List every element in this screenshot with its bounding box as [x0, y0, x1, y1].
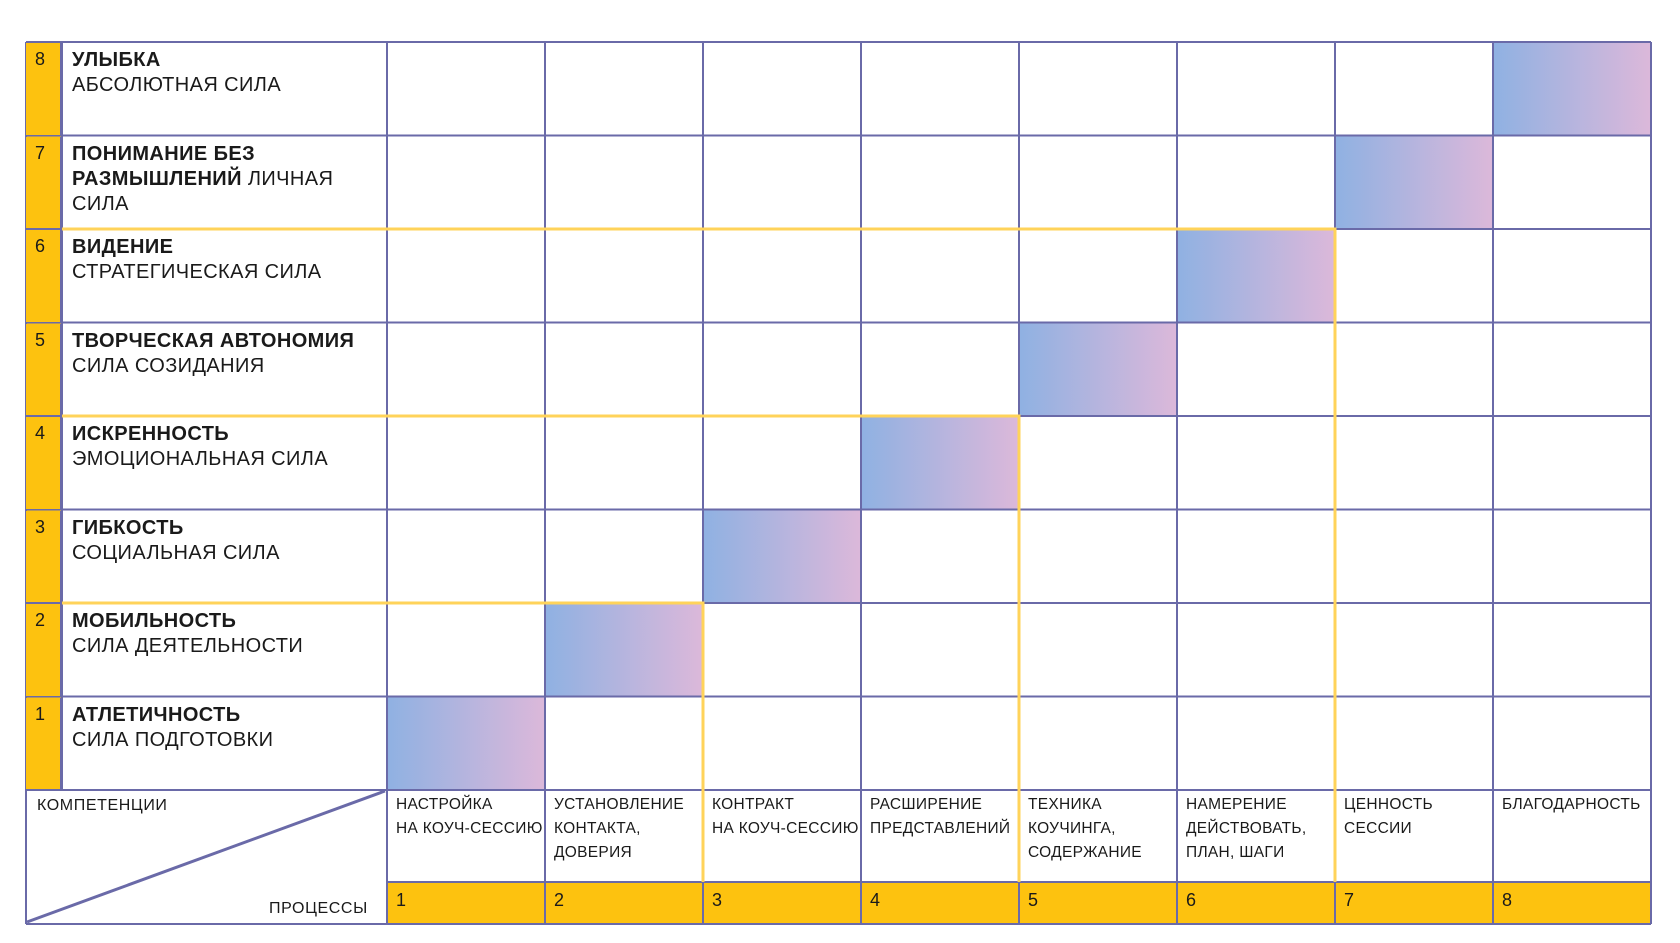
process-number: 5 [1028, 890, 1039, 910]
process-number: 2 [554, 890, 565, 910]
level-name: УЛЫБКА [72, 49, 161, 71]
process-label: БЛАГОДАРНОСТЬ [1502, 796, 1641, 813]
level-power: СИЛА СОЗИДАНИЯ [72, 354, 265, 377]
process-number: 8 [1502, 890, 1513, 910]
level-power: СИЛА ДЕЯТЕЛЬНОСТИ [72, 635, 304, 657]
process-number: 3 [712, 890, 723, 910]
process-label: НАСТРОЙКА НА КОУЧ-СЕССИЮ [396, 796, 543, 837]
process-label: ТЕХНИКА КОУЧИНГА, СОДЕРЖАНИЕ [1028, 796, 1142, 861]
level-power: АБСОЛЮТНАЯ СИЛА [72, 74, 282, 96]
level-name: ГИБКОСТЬ [72, 516, 184, 539]
level-name: ИСКРЕННОСТЬ [72, 423, 230, 445]
process-label: НАМЕРЕНИЕ ДЕЙСТВОВАТЬ, ПЛАН, ШАГИ [1186, 796, 1307, 861]
level-power: ЭМОЦИОНАЛЬНАЯ СИЛА [72, 448, 329, 470]
competencies-axis-label: КОМПЕТЕНЦИИ [37, 797, 168, 814]
highlighted-cells [387, 42, 1651, 790]
level-number: 2 [26, 604, 62, 696]
level-number: 6 [26, 230, 62, 322]
corner-diagonal-line [26, 789, 386, 924]
level-name: МОБИЛЬНОСТЬ [72, 610, 237, 632]
highlight-cell-2-2 [545, 603, 703, 697]
level-label: АТЛЕТИЧНОСТЬ СИЛА ПОДГОТОВКИ [62, 697, 380, 791]
level-name: ВИДЕНИЕ [72, 236, 174, 258]
level-power: СОЦИАЛЬНАЯ СИЛА [72, 541, 280, 564]
process-number: 7 [1344, 890, 1355, 910]
level-number: 5 [26, 323, 62, 415]
stage-outline-2 [62, 414, 1021, 882]
highlight-cell-8-8 [1493, 42, 1651, 136]
level-number: 4 [26, 417, 62, 509]
level-number: 3 [26, 510, 62, 602]
highlight-cell-1-1 [387, 696, 545, 790]
process-label: ЦЕННОСТЬ СЕССИИ [1344, 796, 1433, 837]
grid-lines [25, 41, 1652, 925]
highlight-cell-3-3 [703, 509, 861, 603]
level-label: УЛЫБКА АБСОЛЮТНАЯ СИЛА [62, 42, 380, 136]
process-number: 1 [396, 890, 407, 910]
level-number: 8 [26, 43, 62, 135]
level-name: ПОНИМАНИЕ БЕЗ РАЗМЫШЛЕНИЙ [72, 142, 256, 190]
highlight-cell-7-7 [1335, 135, 1493, 229]
level-power: СИЛА ПОДГОТОВКИ [72, 728, 274, 751]
process-label: КОНТРАКТ НА КОУЧ-СЕССИЮ [712, 796, 859, 837]
level-number: 7 [26, 136, 62, 228]
stage-outline-3 [62, 227, 1337, 882]
level-label: МОБИЛЬНОСТЬ СИЛА ДЕЯТЕЛЬНОСТИ [62, 603, 380, 697]
stage-outline-1 [62, 601, 705, 882]
level-number: 1 [26, 697, 62, 789]
level-label: ТВОРЧЕСКАЯ АВТОНОМИЯ СИЛА СОЗИДАНИЯ [62, 323, 380, 417]
level-label: ВИДЕНИЕ СТРАТЕГИЧЕСКАЯ СИЛА [62, 229, 380, 323]
level-name: ТВОРЧЕСКАЯ АВТОНОМИЯ [72, 329, 355, 352]
processes-axis-label: ПРОЦЕССЫ [269, 900, 368, 917]
highlight-cell-4-4 [861, 416, 1019, 510]
process-number: 4 [870, 890, 881, 910]
level-power: СТРАТЕГИЧЕСКАЯ СИЛА [72, 261, 322, 283]
level-label: ИСКРЕННОСТЬ ЭМОЦИОНАЛЬНАЯ СИЛА [62, 416, 380, 510]
highlight-cell-6-6 [1177, 229, 1335, 323]
stage-outlines [62, 227, 1337, 882]
highlight-cell-5-5 [1019, 322, 1177, 416]
process-label: УСТАНОВЛЕНИЕ КОНТАКТА, ДОВЕРИЯ [554, 796, 685, 861]
process-number: 6 [1186, 890, 1197, 910]
level-label: ГИБКОСТЬ СОЦИАЛЬНАЯ СИЛА [62, 510, 380, 604]
level-name: АТЛЕТИЧНОСТЬ [72, 703, 241, 726]
process-label: РАСШИРЕНИЕ ПРЕДСТАВЛЕНИЙ [870, 796, 1011, 837]
level-power: ЛИЧНАЯ СИЛА [72, 167, 334, 215]
level-label: ПОНИМАНИЕ БЕЗ РАЗМЫШЛЕНИЙ ЛИЧНАЯ СИЛА [62, 136, 380, 230]
